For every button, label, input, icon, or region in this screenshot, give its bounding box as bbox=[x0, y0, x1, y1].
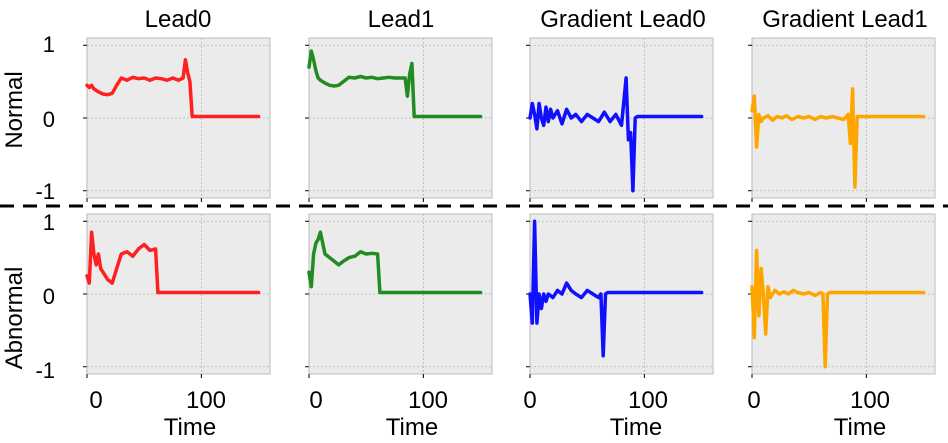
xtick-label-0-col0: 0 bbox=[89, 387, 102, 414]
xtick-label-0-col1: 0 bbox=[309, 387, 322, 414]
series-line bbox=[528, 219, 704, 358]
xtick-label-100-col2: 100 bbox=[628, 387, 668, 414]
xlabel-col0: Time bbox=[164, 414, 216, 441]
col-title-lead1: Lead1 bbox=[368, 6, 435, 33]
series-line bbox=[85, 58, 261, 119]
xtick-label-0-col3: 0 bbox=[747, 387, 760, 414]
ytick-label-top-0: 0 bbox=[43, 107, 55, 132]
series-line bbox=[750, 248, 926, 369]
subplot-abnormal-1 bbox=[305, 213, 493, 378]
series-line bbox=[85, 230, 261, 295]
ytick-label-top-1: 1 bbox=[43, 32, 55, 57]
xlabel-col3: Time bbox=[834, 414, 886, 441]
subplot-grid bbox=[83, 37, 936, 378]
subplot-normal-1 bbox=[305, 37, 493, 202]
series-line bbox=[528, 76, 704, 193]
ytick-label-bottom-0: 0 bbox=[43, 284, 55, 309]
xtick-label-100-col3: 100 bbox=[850, 387, 890, 414]
row-label-normal: Normal bbox=[1, 71, 28, 148]
xtick-label-100-col1: 100 bbox=[408, 387, 448, 414]
col-title-gradient-lead1: Gradient Lead1 bbox=[762, 6, 927, 33]
xlabel-col1: Time bbox=[386, 414, 438, 441]
xlabel-col2: Time bbox=[610, 414, 662, 441]
subplot-abnormal-0 bbox=[83, 213, 271, 378]
xtick-label-100-col0: 100 bbox=[186, 387, 226, 414]
row-label-abnormal: Abnormal bbox=[1, 267, 28, 370]
ytick-label-bottom-neg1: -1 bbox=[35, 358, 55, 383]
subplot-normal-0 bbox=[83, 37, 271, 202]
subplot-normal-2 bbox=[526, 37, 714, 202]
ytick-label-bottom-1: 1 bbox=[43, 210, 55, 235]
subplot-abnormal-3 bbox=[748, 213, 936, 378]
series-line bbox=[307, 49, 483, 119]
xtick-label-0-col2: 0 bbox=[523, 387, 536, 414]
col-title-lead0: Lead0 bbox=[145, 6, 212, 33]
ytick-label-top-neg1: -1 bbox=[35, 179, 55, 204]
subplot-abnormal-2 bbox=[526, 213, 714, 378]
subplot-normal-3 bbox=[748, 37, 936, 202]
col-title-gradient-lead0: Gradient Lead0 bbox=[540, 6, 705, 33]
series-line bbox=[750, 87, 926, 189]
series-line bbox=[307, 230, 483, 295]
